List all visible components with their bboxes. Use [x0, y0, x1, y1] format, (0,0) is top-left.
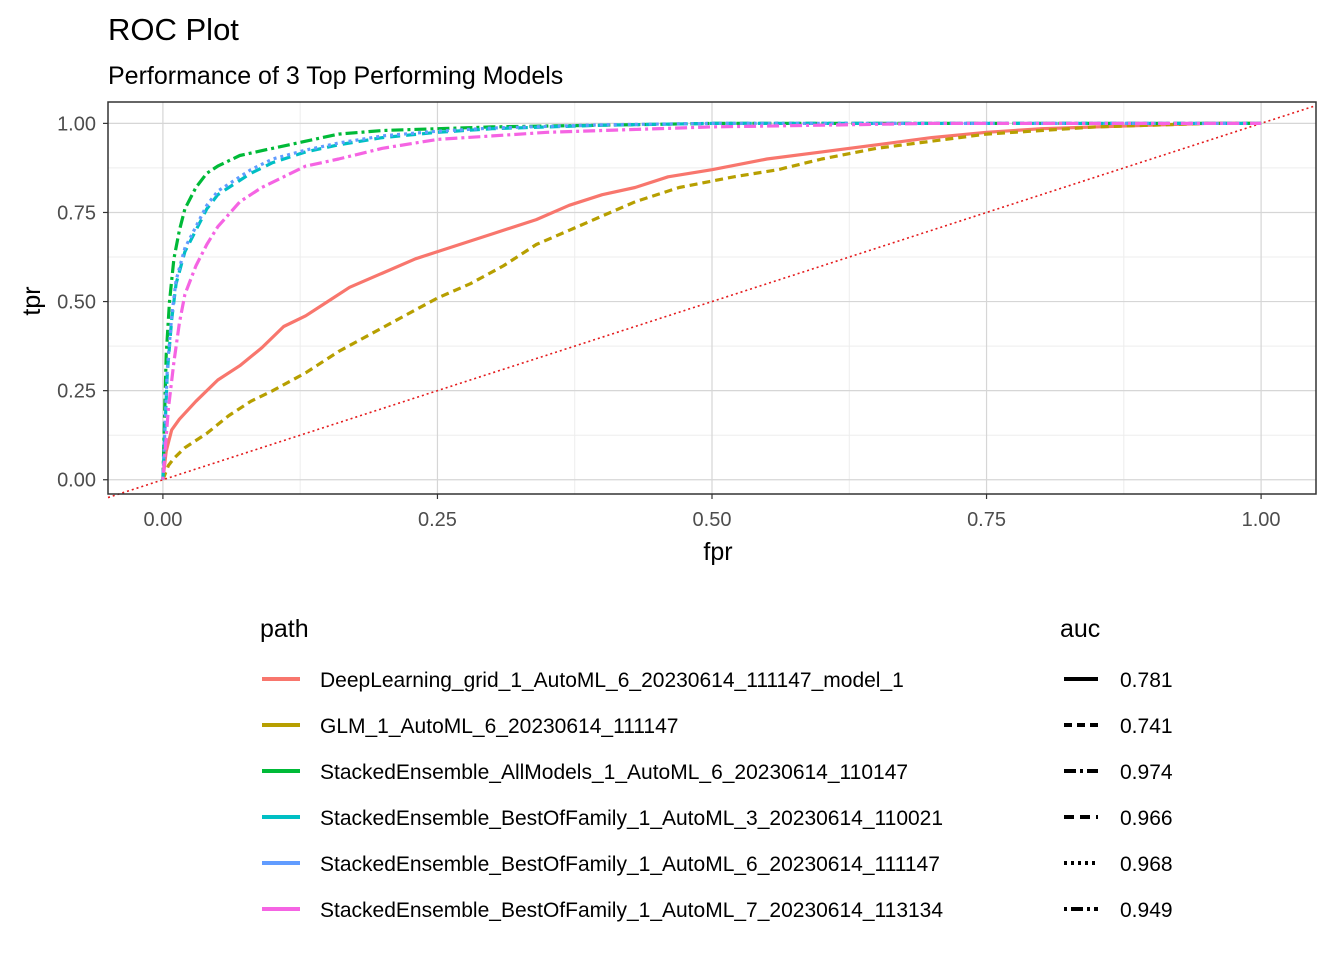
y-axis-label: tpr	[18, 286, 46, 315]
legend-label-1: DeepLearning_grid_1_AutoML_6_20230614_11…	[320, 669, 904, 692]
plot-area: 0.00 0.25 0.50 0.75 1.00 0.00 0.25 0.50 0.75 1.00	[57, 101, 1317, 531]
chart-subtitle: Performance of 3 Top Performing Models	[108, 62, 563, 90]
legend: path auc DeepLearning_grid_1_AutoML_6_20…	[260, 615, 1173, 922]
y-tick-label: 0.00	[57, 470, 96, 492]
legend-auc-1: 0.781	[1120, 669, 1173, 692]
x-tick-label: 1.00	[1242, 509, 1281, 531]
legend-label-6: StackedEnsemble_BestOfFamily_1_AutoML_7_…	[320, 899, 943, 922]
y-tick-label: 0.75	[57, 202, 96, 224]
legend-label-4: StackedEnsemble_BestOfFamily_1_AutoML_3_…	[320, 807, 943, 830]
series-line-2	[161, 121, 1262, 481]
legend-auc-4: 0.966	[1120, 807, 1173, 830]
legend-linetype-title: auc	[1060, 615, 1100, 643]
legend-auc-6: 0.949	[1120, 899, 1173, 922]
legend-auc-3: 0.974	[1120, 761, 1173, 784]
x-axis-label: fpr	[703, 538, 732, 566]
series-line-4	[161, 121, 1262, 480]
chart-title: ROC Plot	[108, 12, 239, 47]
legend-label-3: StackedEnsemble_AllModels_1_AutoML_6_202…	[320, 761, 908, 784]
legend-auc-2: 0.741	[1120, 715, 1173, 738]
legend-entries: DeepLearning_grid_1_AutoML_6_20230614_11…	[262, 669, 1173, 922]
y-tick-label: 1.00	[57, 113, 96, 135]
x-tick-label: 0.75	[967, 509, 1006, 531]
x-tick-label: 0.50	[693, 509, 732, 531]
legend-auc-5: 0.968	[1120, 853, 1173, 876]
y-tick-label: 0.50	[57, 292, 96, 314]
legend-color-title: path	[260, 615, 309, 643]
series-line-1	[161, 121, 1262, 480]
y-tick-label: 0.25	[57, 381, 96, 403]
x-tick-label: 0.00	[143, 509, 182, 531]
series-line-6	[161, 121, 1262, 480]
reference-diagonal	[107, 104, 1317, 499]
legend-label-5: StackedEnsemble_BestOfFamily_1_AutoML_6_…	[320, 853, 940, 876]
x-tick-label: 0.25	[418, 509, 457, 531]
legend-label-2: GLM_1_AutoML_6_20230614_111147	[320, 715, 678, 738]
